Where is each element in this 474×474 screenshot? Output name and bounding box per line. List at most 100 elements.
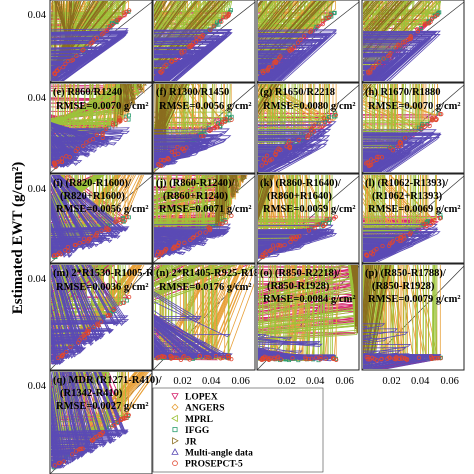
panel-rmse-m: RMSE=0.0036 g/cm²: [56, 282, 149, 293]
point-triangle-left: [154, 1, 179, 56]
point-triangle-left: [363, 1, 372, 70]
point-triangle-right: [120, 84, 124, 113]
point-circle: [116, 118, 122, 123]
point-circle: [126, 412, 131, 418]
point-circle: [229, 213, 234, 218]
point-triangle-up: [154, 322, 200, 359]
point-circle: [224, 117, 229, 122]
panel-b: [152, 0, 256, 83]
point-circle: [259, 163, 264, 168]
point-triangle-up: [363, 331, 409, 343]
point-triangle-up: [154, 149, 195, 161]
point-triangle-up: [363, 37, 428, 81]
point-triangle-up: [363, 248, 395, 262]
point-circle: [104, 227, 109, 232]
y-axis-label: Estimated EWT (g/cm²): [10, 162, 26, 315]
point-triangle-down: [258, 332, 356, 358]
point-triangle-up: [258, 350, 304, 360]
point-circle: [226, 353, 231, 358]
point-triangle-left: [51, 1, 109, 76]
point-triangle-up: [51, 154, 61, 168]
point-triangle-up: [51, 372, 81, 457]
point-circle: [422, 124, 427, 130]
point-triangle-up: [51, 175, 124, 232]
point-triangle-up: [51, 215, 67, 256]
point-circle: [86, 239, 91, 244]
point-diamond: [363, 84, 439, 116]
point-triangle-left: [258, 1, 329, 76]
point-triangle-up: [51, 126, 110, 147]
point-triangle-up: [363, 244, 400, 261]
point-triangle-up: [51, 435, 59, 469]
point-circle: [191, 234, 196, 240]
point-triangle-up: [51, 347, 57, 365]
point-circle: [276, 146, 281, 151]
point-circle: [393, 45, 399, 50]
point-triangle-up: [258, 46, 311, 81]
point-triangle-up: [51, 71, 65, 75]
point-triangle-up: [363, 155, 397, 172]
point-triangle-left: [51, 84, 139, 141]
point-diamond: [154, 84, 205, 148]
point-triangle-up: [51, 175, 108, 242]
point-square: [416, 125, 421, 130]
point-circle: [211, 23, 216, 29]
point-triangle-up: [363, 70, 381, 81]
point-triangle-up: [154, 56, 189, 81]
point-circle: [386, 243, 392, 248]
point-triangle-up: [258, 235, 316, 253]
y-tick-label: 0.04: [28, 184, 47, 195]
point-triangle-up: [363, 39, 426, 81]
point-circle: [387, 355, 392, 360]
panel-rmse-n: RMSE=0.0176 g/cm²: [159, 282, 252, 293]
point-circle: [218, 221, 223, 226]
point-triangle-up: [258, 351, 305, 361]
point-triangle-up: [154, 239, 193, 252]
point-triangle-up: [51, 125, 95, 152]
point-circle: [193, 39, 199, 44]
point-circle: [324, 16, 329, 21]
points-d: [363, 1, 442, 81]
point-triangle-up: [258, 234, 329, 256]
point-triangle-up: [51, 128, 123, 139]
point-triangle-up: [258, 242, 306, 255]
point-triangle-up: [258, 232, 335, 258]
point-triangle-up: [51, 135, 79, 166]
point-triangle-up: [258, 59, 289, 81]
point-triangle-up: [258, 232, 331, 256]
point-triangle-up: [51, 398, 65, 469]
point-square: [332, 10, 337, 15]
point-triangle-up: [258, 52, 304, 81]
y-tick-label: 0.04: [28, 274, 47, 285]
points-k: [258, 175, 338, 260]
point-triangle-left: [154, 84, 168, 170]
point-triangle-up: [154, 136, 207, 156]
point-triangle-right: [154, 84, 167, 156]
point-triangle-left: [363, 1, 415, 57]
point-triangle-up: [51, 429, 59, 469]
point-circle: [176, 151, 181, 156]
point-circle: [112, 423, 117, 428]
point-circle: [398, 141, 403, 146]
point-triangle-up: [363, 132, 442, 172]
point-triangle-up: [51, 422, 61, 469]
point-triangle-up: [363, 150, 402, 172]
point-circle: [434, 116, 439, 122]
point-diamond: [258, 84, 324, 124]
point-triangle-up: [51, 265, 106, 338]
point-circle: [159, 70, 164, 75]
point-circle: [100, 135, 105, 140]
point-triangle-up: [154, 47, 205, 81]
point-circle: [188, 44, 193, 50]
point-circle: [76, 340, 81, 345]
point-circle: [82, 331, 87, 337]
point-triangle-up: [258, 41, 321, 81]
point-circle: [328, 13, 333, 18]
point-circle: [156, 162, 161, 167]
point-triangle-up: [51, 265, 114, 333]
point-triangle-up: [154, 318, 216, 360]
point-triangle-right: [119, 84, 124, 116]
point-triangle-up: [51, 265, 113, 334]
